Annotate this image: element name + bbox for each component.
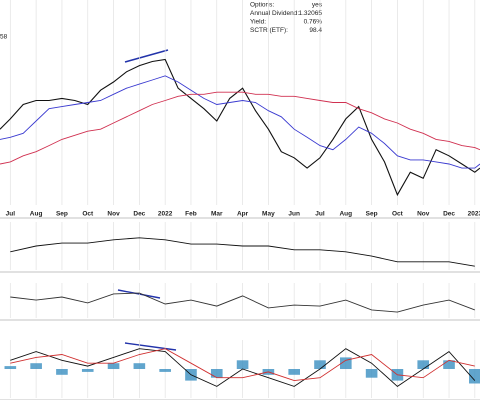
series-line — [0, 91, 480, 165]
field-value: 1.32065 — [299, 10, 323, 17]
x-tick-label: Dec — [443, 211, 455, 218]
histogram-bar — [417, 360, 430, 369]
x-tick-label: Jul — [6, 211, 16, 218]
x-tick-label: 2022 — [158, 211, 173, 218]
series-line — [10, 348, 475, 382]
x-tick-label: Nov — [107, 211, 120, 218]
histogram-bar — [4, 366, 17, 369]
x-tick-label: Sep — [56, 211, 68, 218]
series-line — [0, 58, 480, 197]
series-line — [10, 237, 475, 267]
field-value: 98.4 — [309, 27, 322, 34]
trend-line — [124, 49, 169, 63]
histogram-bar — [314, 360, 326, 369]
field-label: SCTR (ETF): — [250, 27, 288, 34]
x-tick-label: Jun — [288, 211, 300, 218]
histogram-bar — [236, 360, 249, 369]
histogram-bar — [469, 369, 480, 384]
histogram-bar — [81, 369, 94, 372]
header-fragment: 58 — [0, 34, 8, 41]
x-tick-label: Jul — [315, 211, 325, 218]
field-value: 0.76% — [304, 19, 323, 26]
x-tick-label: May — [262, 211, 275, 218]
histogram-bar — [133, 363, 146, 369]
x-tick-label: Aug — [30, 211, 43, 218]
histogram-bar — [210, 369, 223, 378]
histogram-bar — [107, 363, 120, 369]
field-label: Yield: — [250, 19, 266, 26]
x-tick-label: Apr — [237, 211, 249, 218]
histogram-bar — [159, 369, 171, 372]
x-tick-label: Oct — [392, 211, 404, 218]
field-label: Options: — [250, 2, 274, 9]
x-tick-label: Feb — [185, 211, 197, 218]
series-line — [0, 75, 480, 169]
histogram-bar — [365, 369, 378, 378]
histogram-bar — [340, 357, 352, 369]
x-tick-label: Oct — [82, 211, 94, 218]
field-value: yes — [312, 2, 323, 9]
x-tick-label: Sep — [366, 211, 378, 218]
histogram-bar — [443, 360, 455, 369]
series-line — [10, 348, 476, 387]
x-tick-label: 2023 — [468, 211, 480, 218]
x-tick-label: Dec — [133, 211, 145, 218]
x-tick-label: Nov — [417, 211, 430, 218]
trend-line — [124, 342, 177, 351]
histogram-bar — [288, 369, 300, 375]
x-tick-label: Mar — [211, 211, 223, 218]
series-line — [10, 292, 475, 313]
trend-line — [117, 289, 161, 299]
histogram-bar — [56, 369, 68, 375]
histogram-bar — [30, 363, 42, 369]
field-label: Annual Dividend: — [250, 10, 299, 17]
x-tick-label: Aug — [339, 211, 352, 218]
